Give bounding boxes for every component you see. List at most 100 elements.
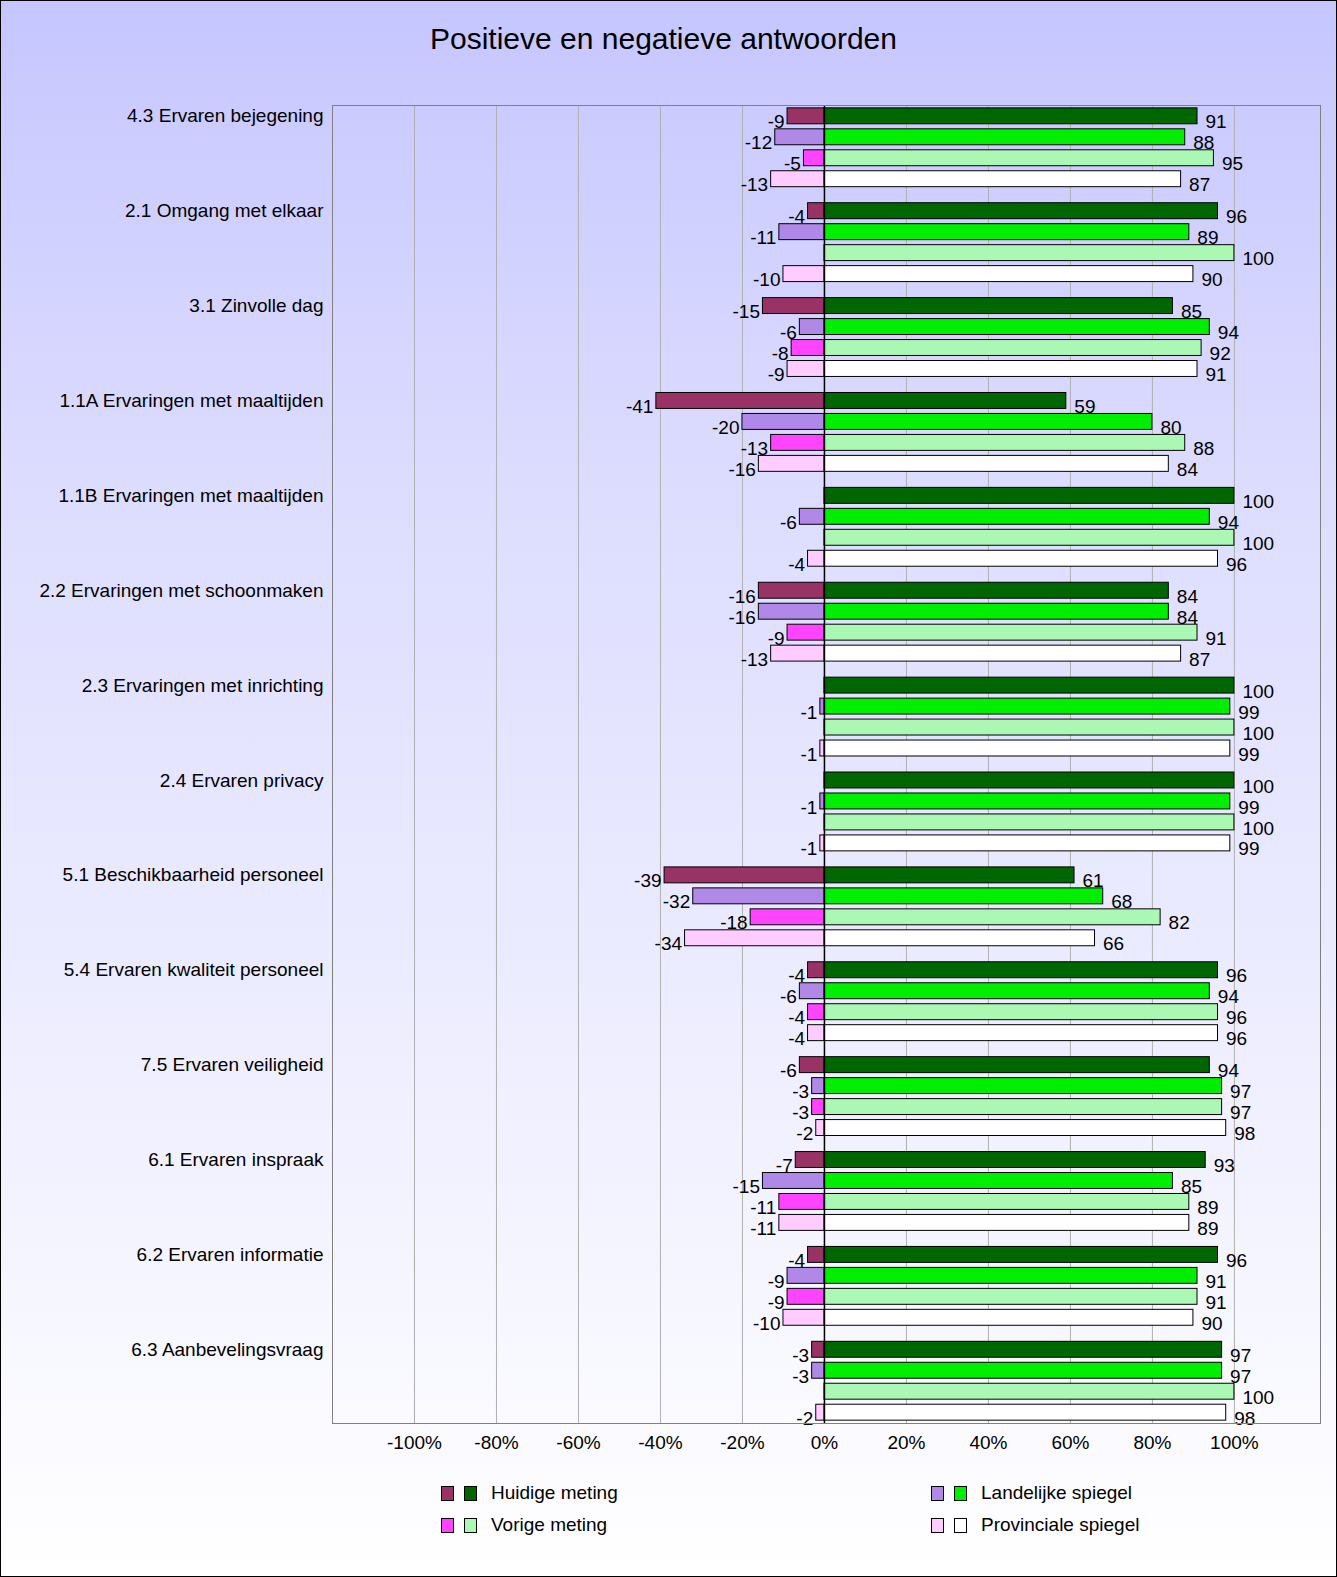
svg-text:-34: -34 bbox=[655, 933, 683, 954]
svg-text:2.1 Omgang met elkaar: 2.1 Omgang met elkaar bbox=[125, 200, 324, 221]
svg-text:91: 91 bbox=[1206, 1292, 1227, 1313]
svg-text:-39: -39 bbox=[634, 870, 661, 891]
svg-text:96: 96 bbox=[1226, 1007, 1247, 1028]
svg-text:-2: -2 bbox=[796, 1408, 813, 1429]
svg-text:92: 92 bbox=[1210, 343, 1231, 364]
svg-text:-6: -6 bbox=[780, 986, 797, 1007]
svg-text:-9: -9 bbox=[768, 111, 785, 132]
svg-text:82: 82 bbox=[1169, 912, 1190, 933]
svg-text:-10: -10 bbox=[753, 269, 780, 290]
svg-text:-3: -3 bbox=[792, 1081, 809, 1102]
svg-text:5.1 Beschikbaarheid personeel: 5.1 Beschikbaarheid personeel bbox=[63, 864, 324, 885]
svg-text:94: 94 bbox=[1218, 512, 1240, 533]
svg-text:-15: -15 bbox=[732, 1176, 759, 1197]
svg-text:97: 97 bbox=[1230, 1081, 1251, 1102]
svg-text:89: 89 bbox=[1197, 227, 1218, 248]
svg-text:0%: 0% bbox=[811, 1432, 839, 1453]
svg-text:100: 100 bbox=[1242, 776, 1274, 797]
svg-text:5.4 Ervaren kwaliteit personee: 5.4 Ervaren kwaliteit personeel bbox=[64, 959, 324, 980]
svg-text:-12: -12 bbox=[745, 132, 772, 153]
svg-text:-13: -13 bbox=[741, 174, 768, 195]
svg-text:99: 99 bbox=[1238, 797, 1259, 818]
svg-text:3.1 Zinvolle dag: 3.1 Zinvolle dag bbox=[189, 295, 323, 316]
svg-text:99: 99 bbox=[1238, 744, 1259, 765]
svg-text:-4: -4 bbox=[788, 965, 805, 986]
svg-text:-1: -1 bbox=[800, 702, 817, 723]
svg-text:-13: -13 bbox=[741, 649, 768, 670]
svg-text:-3: -3 bbox=[792, 1102, 809, 1123]
svg-text:98: 98 bbox=[1234, 1123, 1255, 1144]
svg-text:96: 96 bbox=[1226, 965, 1247, 986]
svg-text:-4: -4 bbox=[788, 206, 805, 227]
svg-text:-8: -8 bbox=[772, 343, 789, 364]
svg-text:96: 96 bbox=[1226, 1028, 1247, 1049]
svg-text:-4: -4 bbox=[788, 1250, 805, 1271]
svg-text:-80%: -80% bbox=[474, 1432, 518, 1453]
svg-text:91: 91 bbox=[1206, 628, 1227, 649]
svg-text:100: 100 bbox=[1242, 491, 1274, 512]
svg-text:94: 94 bbox=[1218, 986, 1240, 1007]
svg-text:-16: -16 bbox=[728, 607, 755, 628]
svg-text:97: 97 bbox=[1230, 1102, 1251, 1123]
svg-text:84: 84 bbox=[1177, 586, 1199, 607]
svg-text:88: 88 bbox=[1193, 438, 1214, 459]
svg-text:-4: -4 bbox=[788, 554, 805, 575]
svg-text:6.2 Ervaren informatie: 6.2 Ervaren informatie bbox=[137, 1244, 324, 1265]
svg-text:-5: -5 bbox=[784, 153, 801, 174]
svg-text:100: 100 bbox=[1242, 818, 1274, 839]
svg-text:40%: 40% bbox=[969, 1432, 1007, 1453]
svg-text:-9: -9 bbox=[768, 1271, 785, 1292]
svg-text:-41: -41 bbox=[626, 396, 653, 417]
svg-text:-9: -9 bbox=[768, 628, 785, 649]
svg-text:-3: -3 bbox=[792, 1366, 809, 1387]
svg-text:68: 68 bbox=[1111, 891, 1132, 912]
svg-text:-11: -11 bbox=[750, 227, 776, 248]
svg-text:-9: -9 bbox=[768, 1292, 785, 1313]
svg-text:-7: -7 bbox=[776, 1155, 793, 1176]
svg-text:99: 99 bbox=[1238, 838, 1259, 859]
svg-text:-6: -6 bbox=[780, 1060, 797, 1081]
svg-text:-4: -4 bbox=[788, 1028, 805, 1049]
svg-text:-1: -1 bbox=[800, 744, 817, 765]
svg-text:94: 94 bbox=[1218, 1060, 1240, 1081]
svg-text:2.2 Ervaringen met schoonmaken: 2.2 Ervaringen met schoonmaken bbox=[39, 580, 323, 601]
svg-text:6.1 Ervaren inspraak: 6.1 Ervaren inspraak bbox=[148, 1149, 324, 1170]
svg-text:99: 99 bbox=[1238, 702, 1259, 723]
svg-text:91: 91 bbox=[1206, 111, 1227, 132]
svg-text:90: 90 bbox=[1201, 1313, 1222, 1334]
svg-text:7.5 Ervaren veiligheid: 7.5 Ervaren veiligheid bbox=[141, 1054, 324, 1075]
svg-text:2.4 Ervaren privacy: 2.4 Ervaren privacy bbox=[160, 770, 324, 791]
svg-text:-60%: -60% bbox=[556, 1432, 600, 1453]
svg-text:1.1A Ervaringen met maaltijden: 1.1A Ervaringen met maaltijden bbox=[59, 390, 323, 411]
svg-text:-11: -11 bbox=[750, 1218, 776, 1239]
svg-text:59: 59 bbox=[1074, 396, 1095, 417]
svg-text:95: 95 bbox=[1222, 153, 1243, 174]
svg-text:6.3 Aanbevelingsvraag: 6.3 Aanbevelingsvraag bbox=[131, 1339, 323, 1360]
svg-text:-6: -6 bbox=[780, 512, 797, 533]
svg-text:-1: -1 bbox=[800, 838, 817, 859]
svg-text:100: 100 bbox=[1242, 248, 1274, 269]
svg-text:4.3 Ervaren bejegening: 4.3 Ervaren bejegening bbox=[127, 105, 323, 126]
svg-text:87: 87 bbox=[1189, 649, 1210, 670]
svg-text:100: 100 bbox=[1242, 723, 1274, 744]
svg-text:94: 94 bbox=[1218, 322, 1240, 343]
svg-text:85: 85 bbox=[1181, 301, 1202, 322]
svg-text:87: 87 bbox=[1189, 174, 1210, 195]
svg-text:-16: -16 bbox=[728, 459, 755, 480]
svg-text:-9: -9 bbox=[768, 364, 785, 385]
svg-text:84: 84 bbox=[1177, 607, 1199, 628]
svg-text:-20: -20 bbox=[712, 417, 739, 438]
svg-text:84: 84 bbox=[1177, 459, 1199, 480]
svg-text:96: 96 bbox=[1226, 1250, 1247, 1271]
svg-text:-10: -10 bbox=[753, 1313, 780, 1334]
svg-text:2.3 Ervaringen met inrichting: 2.3 Ervaringen met inrichting bbox=[82, 675, 324, 696]
svg-text:-4: -4 bbox=[788, 1007, 805, 1028]
svg-text:1.1B Ervaringen met maaltijden: 1.1B Ervaringen met maaltijden bbox=[58, 485, 323, 506]
svg-text:80%: 80% bbox=[1133, 1432, 1171, 1453]
svg-text:97: 97 bbox=[1230, 1345, 1251, 1366]
svg-text:66: 66 bbox=[1103, 933, 1124, 954]
svg-text:93: 93 bbox=[1214, 1155, 1235, 1176]
svg-text:100: 100 bbox=[1242, 681, 1274, 702]
svg-text:96: 96 bbox=[1226, 554, 1247, 575]
svg-text:-32: -32 bbox=[663, 891, 690, 912]
